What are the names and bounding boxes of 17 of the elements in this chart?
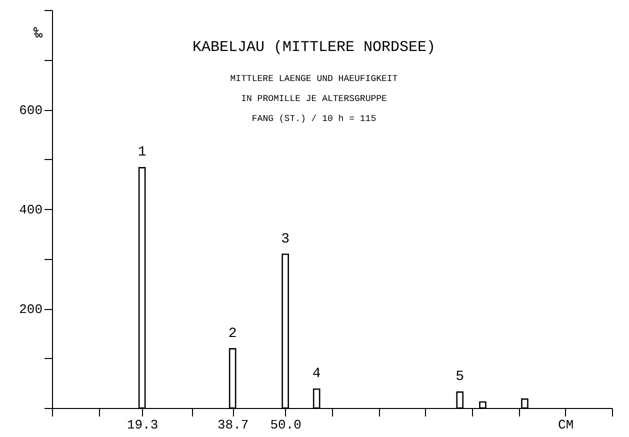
x-tick-label: 38.7 <box>217 418 249 432</box>
x-tick-label: 19.3 <box>126 418 158 432</box>
annotation: 2 <box>228 326 237 342</box>
x-tick-label: CM <box>558 418 574 432</box>
annotation: 1 <box>138 144 146 161</box>
text: IN PROMILLE JE ALTERSGRUPPE <box>241 94 387 104</box>
annotation: 4 <box>312 366 321 382</box>
text: FANG (ST.) / 10 h = 115 <box>252 114 376 124</box>
annotation: 3 <box>281 231 290 248</box>
text: MITTLERE LAENGE UND HAEUFIGKEIT <box>230 74 398 84</box>
y-tick-label: 600 <box>19 103 42 118</box>
y-tick-label: 400 <box>19 202 42 218</box>
y-tick-label: 200 <box>19 302 42 317</box>
text: KABELJAU (MITTLERE NORDSEE) <box>192 39 436 56</box>
annotation: 5 <box>456 369 464 386</box>
x-tick-label: 50.0 <box>270 418 302 432</box>
y-axis-title: ‰ <box>33 26 42 42</box>
